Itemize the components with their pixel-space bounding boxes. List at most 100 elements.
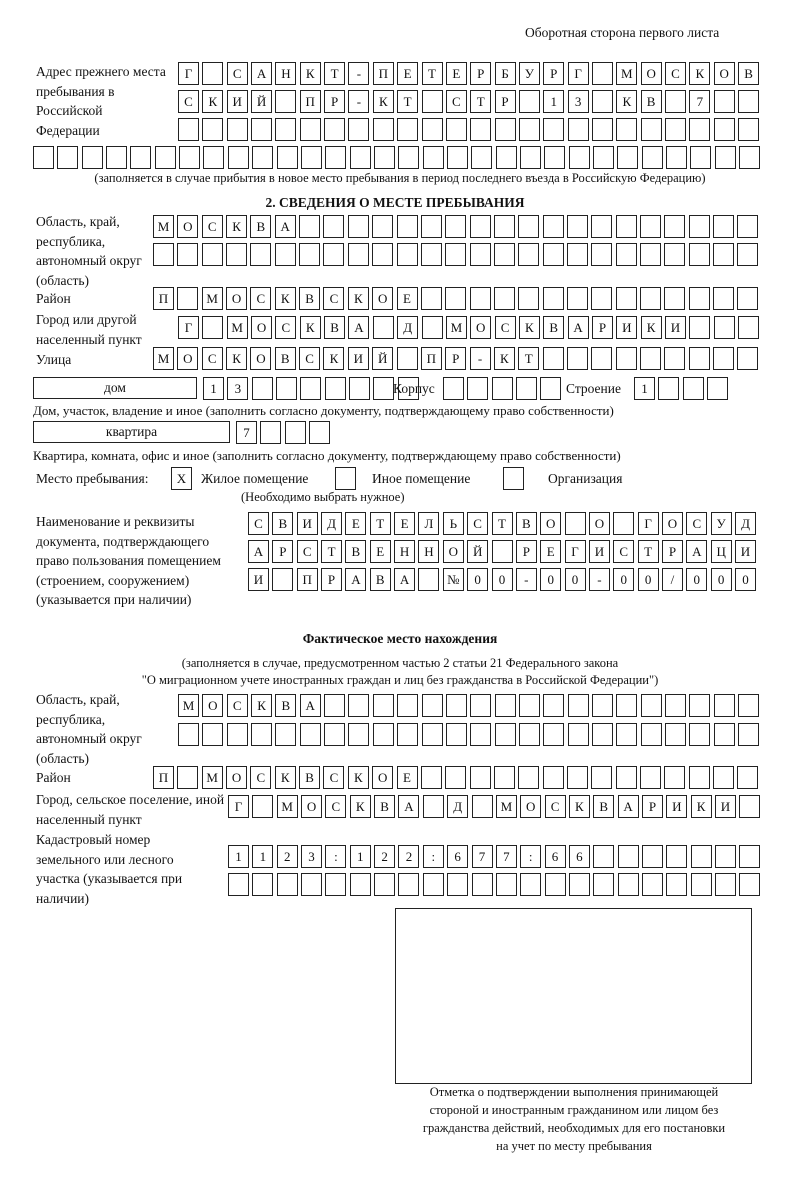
- char-cell[interactable]: Е: [445, 62, 467, 85]
- char-cell[interactable]: 0: [564, 568, 586, 591]
- char-cell[interactable]: [690, 845, 712, 868]
- char-cell[interactable]: [568, 146, 590, 169]
- char-cell[interactable]: М: [226, 316, 248, 339]
- char-cell[interactable]: [467, 377, 489, 400]
- char-cell[interactable]: С: [226, 62, 248, 85]
- char-cell[interactable]: [420, 243, 442, 266]
- char-cell[interactable]: [494, 723, 516, 746]
- char-cell[interactable]: [251, 723, 273, 746]
- char-cell[interactable]: [251, 377, 273, 400]
- char-cell[interactable]: [275, 118, 297, 141]
- char-cell[interactable]: [251, 118, 273, 141]
- residential-checkbox[interactable]: X: [171, 467, 192, 490]
- char-cell[interactable]: [640, 347, 661, 370]
- char-cell[interactable]: [275, 723, 297, 746]
- char-cell[interactable]: С: [250, 287, 272, 310]
- char-cell[interactable]: [421, 118, 443, 141]
- char-cell[interactable]: [689, 316, 711, 339]
- char-cell[interactable]: К: [323, 347, 345, 370]
- char-cell[interactable]: [591, 766, 613, 789]
- char-cell[interactable]: [309, 421, 331, 444]
- char-cell[interactable]: В: [543, 316, 565, 339]
- char-cell[interactable]: 3: [567, 90, 589, 113]
- char-cell[interactable]: Л: [418, 512, 440, 535]
- char-cell[interactable]: [664, 215, 686, 238]
- char-cell[interactable]: М: [178, 694, 199, 717]
- char-cell[interactable]: [177, 766, 199, 789]
- char-cell[interactable]: [738, 316, 760, 339]
- char-cell[interactable]: [469, 287, 491, 310]
- char-cell[interactable]: [688, 243, 710, 266]
- char-cell[interactable]: [641, 873, 663, 896]
- char-cell[interactable]: [665, 90, 686, 113]
- char-cell[interactable]: [640, 287, 661, 310]
- char-cell[interactable]: [374, 873, 396, 896]
- char-cell[interactable]: [323, 215, 345, 238]
- char-cell[interactable]: В: [275, 694, 297, 717]
- char-cell[interactable]: [372, 694, 394, 717]
- char-cell[interactable]: Р: [494, 90, 516, 113]
- char-cell[interactable]: Й: [467, 540, 489, 563]
- char-cell[interactable]: К: [226, 215, 248, 238]
- char-cell[interactable]: [276, 873, 298, 896]
- char-cell[interactable]: К: [299, 316, 321, 339]
- char-cell[interactable]: 1: [228, 845, 249, 868]
- char-cell[interactable]: К: [299, 62, 321, 85]
- char-cell[interactable]: И: [347, 347, 369, 370]
- char-cell[interactable]: [252, 795, 274, 818]
- char-cell[interactable]: С: [248, 512, 269, 535]
- char-cell[interactable]: [617, 146, 639, 169]
- char-cell[interactable]: И: [666, 795, 688, 818]
- char-cell[interactable]: [301, 873, 323, 896]
- house-type-field[interactable]: дом: [33, 377, 197, 399]
- char-cell[interactable]: Ь: [442, 512, 464, 535]
- char-cell[interactable]: [542, 215, 564, 238]
- char-cell[interactable]: [689, 118, 711, 141]
- char-cell[interactable]: №: [442, 568, 464, 591]
- char-cell[interactable]: 2: [276, 845, 298, 868]
- char-cell[interactable]: [518, 694, 540, 717]
- char-cell[interactable]: К: [493, 347, 515, 370]
- char-cell[interactable]: -: [469, 347, 491, 370]
- char-cell[interactable]: 7: [495, 845, 517, 868]
- char-cell[interactable]: У: [710, 512, 732, 535]
- char-cell[interactable]: [445, 723, 467, 746]
- char-cell[interactable]: [739, 845, 761, 868]
- char-cell[interactable]: С: [686, 512, 708, 535]
- char-cell[interactable]: И: [248, 568, 269, 591]
- char-cell[interactable]: М: [445, 316, 467, 339]
- char-cell[interactable]: [494, 118, 516, 141]
- char-cell[interactable]: К: [347, 287, 369, 310]
- char-cell[interactable]: [324, 694, 346, 717]
- char-cell[interactable]: Т: [421, 62, 443, 85]
- char-cell[interactable]: Д: [735, 512, 756, 535]
- char-cell[interactable]: [397, 723, 419, 746]
- char-cell[interactable]: [591, 287, 613, 310]
- char-cell[interactable]: [274, 243, 296, 266]
- char-cell[interactable]: Е: [394, 512, 416, 535]
- char-cell[interactable]: К: [251, 694, 273, 717]
- char-cell[interactable]: :: [422, 845, 444, 868]
- char-cell[interactable]: Г: [178, 316, 199, 339]
- char-cell[interactable]: [566, 766, 588, 789]
- char-cell[interactable]: [495, 146, 517, 169]
- char-cell[interactable]: [568, 873, 590, 896]
- char-cell[interactable]: [491, 377, 513, 400]
- char-cell[interactable]: [299, 243, 321, 266]
- char-cell[interactable]: [300, 377, 322, 400]
- char-cell[interactable]: Н: [418, 540, 440, 563]
- char-cell[interactable]: С: [467, 512, 489, 535]
- char-cell[interactable]: С: [445, 90, 467, 113]
- char-cell[interactable]: [201, 243, 223, 266]
- char-cell[interactable]: 7: [689, 90, 711, 113]
- char-cell[interactable]: [566, 243, 588, 266]
- char-cell[interactable]: [707, 377, 729, 400]
- char-cell[interactable]: [348, 723, 370, 746]
- char-cell[interactable]: [666, 873, 688, 896]
- char-cell[interactable]: О: [177, 347, 199, 370]
- char-cell[interactable]: [272, 568, 294, 591]
- char-cell[interactable]: [713, 118, 735, 141]
- char-cell[interactable]: 2: [374, 845, 396, 868]
- char-cell[interactable]: М: [153, 347, 174, 370]
- char-cell[interactable]: [421, 90, 443, 113]
